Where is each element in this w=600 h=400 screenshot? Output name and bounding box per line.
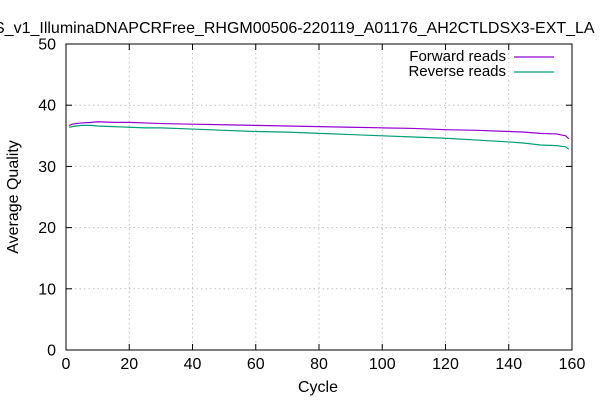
x-tick-label: 120	[432, 356, 459, 373]
x-tick-label: 40	[184, 356, 202, 373]
legend-label-reverse-reads: Reverse reads	[408, 63, 506, 80]
tick-labels: 0 20 40 60 80 100 120 140 160 0 10 20 30 40 50	[38, 37, 585, 374]
y-axis-title: Average Quality	[5, 140, 22, 254]
grid	[66, 44, 572, 350]
legend: Forward reads Reverse reads	[408, 48, 554, 80]
x-tick-label: 100	[369, 356, 396, 373]
x-tick-label: 60	[247, 356, 265, 373]
y-tick-label: 10	[38, 281, 56, 298]
y-tick-label: 50	[38, 37, 56, 54]
x-tick-label: 160	[559, 356, 586, 373]
y-tick-label: 20	[38, 220, 56, 237]
x-tick-label: 140	[495, 356, 522, 373]
x-tick-label: 20	[120, 356, 138, 373]
x-tick-label: 80	[310, 356, 328, 373]
chart-title: S_v1_IlluminaDNAPCRFree_RHGM00506-220119…	[0, 20, 595, 37]
y-tick-label: 0	[47, 343, 56, 360]
series-line-reverse-reads	[69, 124, 570, 150]
x-tick-label: 0	[62, 356, 71, 373]
series-line-forward-reads	[68, 121, 570, 140]
x-axis-title: Cycle	[298, 379, 338, 396]
legend-label-forward-reads: Forward reads	[409, 48, 506, 65]
axis-ticks	[65, 43, 573, 351]
y-tick-label: 30	[38, 159, 56, 176]
y-tick-label: 40	[38, 98, 56, 115]
series-lines	[68, 121, 570, 150]
